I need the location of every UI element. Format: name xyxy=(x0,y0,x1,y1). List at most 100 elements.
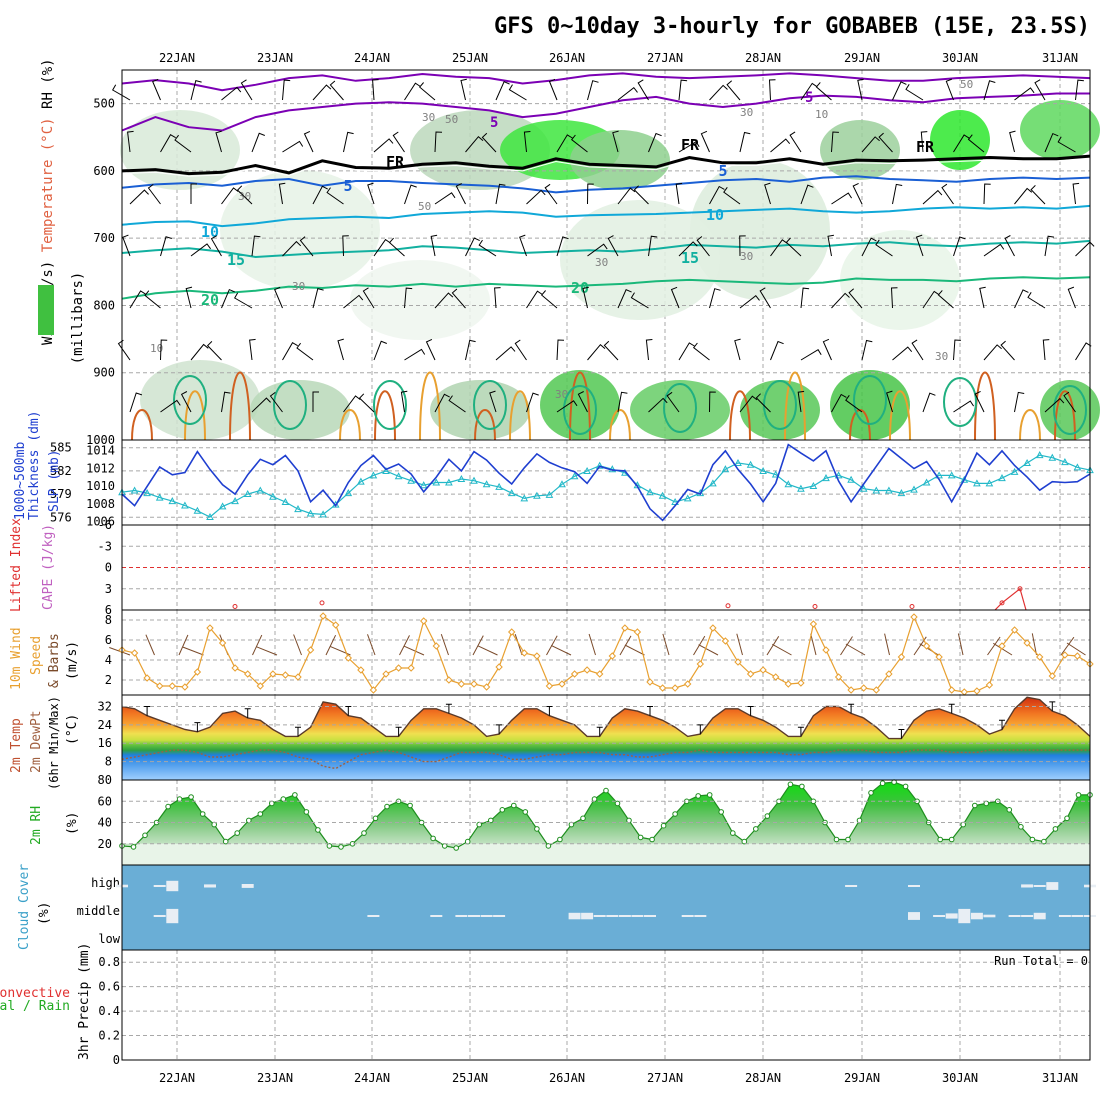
wind-barb xyxy=(1063,391,1076,413)
upper-air-ylabel-part: RH (%) xyxy=(40,58,56,117)
warm-temp-contour xyxy=(339,409,361,441)
wind-barb xyxy=(251,235,261,257)
rh-marker xyxy=(672,811,678,817)
wind-barb xyxy=(514,339,527,361)
wind-barb xyxy=(937,290,954,309)
wind-barb xyxy=(282,140,304,153)
rh-marker xyxy=(753,826,759,832)
freezing-level-inner-line xyxy=(121,158,1091,177)
wind-barb xyxy=(434,131,443,153)
rh-contour-region xyxy=(930,110,990,170)
temp-minmax-whisker xyxy=(445,703,452,714)
wind-speed-marker xyxy=(595,670,604,678)
surface-wind-barb xyxy=(367,634,376,656)
wind-speed-marker xyxy=(1010,626,1019,634)
wind-barb xyxy=(861,136,880,153)
wind-barb xyxy=(372,79,379,101)
wind-barb xyxy=(174,134,192,153)
thickness-label-1: 1000~500mb xyxy=(13,442,28,520)
slp-marker xyxy=(319,510,327,518)
wind-barb xyxy=(700,130,710,153)
cloud-bar-high xyxy=(1046,882,1059,890)
rh-contour-label: 50 xyxy=(445,113,458,126)
surface-wind-barb xyxy=(772,643,792,656)
wind-barb xyxy=(692,342,710,361)
wind-barb xyxy=(587,343,606,361)
wind-barb xyxy=(770,138,791,153)
slp-marker xyxy=(407,476,415,484)
wind-barb xyxy=(392,131,405,153)
warm-temp-contour xyxy=(419,371,441,441)
wind-speed-marker xyxy=(746,670,755,678)
wind-barb xyxy=(696,236,710,257)
rh-marker xyxy=(1052,826,1059,832)
rh-contour-region xyxy=(560,200,720,320)
wind-barb xyxy=(312,185,328,205)
temp-minmax-whisker xyxy=(596,726,603,737)
rh-marker xyxy=(787,781,794,788)
rh-marker xyxy=(326,843,333,849)
rh-marker xyxy=(637,834,644,841)
warm-temp-contour xyxy=(974,371,996,441)
wind-frame xyxy=(121,609,1091,696)
rh-marker xyxy=(292,792,298,798)
cloud-bar-middle xyxy=(1071,915,1084,917)
cloud-bar-middle xyxy=(493,915,506,917)
wind-speed-marker xyxy=(382,670,390,678)
cloud-bar-middle xyxy=(933,915,946,917)
rh-marker xyxy=(384,803,390,810)
rh-marker xyxy=(764,813,771,819)
wind-barb xyxy=(587,80,599,101)
top-day-label: 31JAN xyxy=(1042,51,1078,65)
wind-barb xyxy=(303,130,314,153)
slp-marker xyxy=(256,486,265,494)
wind-barb xyxy=(556,339,565,361)
wind-barb xyxy=(312,84,332,101)
li-marker xyxy=(232,603,238,609)
rh-marker xyxy=(338,844,344,850)
temp-contour-5-line xyxy=(121,175,1091,194)
wind-barb xyxy=(215,130,222,153)
wind-speed-marker xyxy=(181,683,189,691)
wind-barb xyxy=(343,294,364,309)
wind-barb xyxy=(892,81,907,101)
slp-marker xyxy=(797,484,805,492)
li-tick-label: -3 xyxy=(98,539,112,553)
temp-tick-label: 16 xyxy=(98,736,112,750)
wind-label-1: 10m Wind xyxy=(9,627,24,690)
wind-barb xyxy=(221,288,235,309)
slp-marker xyxy=(960,475,969,483)
wind-speed-marker xyxy=(885,670,893,678)
rh-marker xyxy=(1075,792,1082,798)
wind-barb xyxy=(764,182,771,205)
slp-marker xyxy=(809,481,818,489)
rh-marker xyxy=(315,827,321,833)
cloud-bar-high xyxy=(1021,884,1034,888)
wind-barb xyxy=(210,235,222,257)
slp-marker xyxy=(935,471,943,479)
wind-speed-marker xyxy=(570,670,579,678)
wind-barb xyxy=(675,182,683,205)
warm-temp-contour xyxy=(1019,409,1041,441)
slp-marker xyxy=(1010,467,1019,475)
rh-marker xyxy=(706,792,713,798)
rh-marker xyxy=(1064,815,1070,822)
bottom-day-label: 31JAN xyxy=(1042,1071,1078,1085)
slp-marker xyxy=(595,461,604,469)
wind-speed-marker xyxy=(143,674,151,682)
wind-speed-marker xyxy=(533,652,541,660)
temp-contour-label: 15 xyxy=(227,251,245,269)
wind-barb xyxy=(789,131,802,153)
rh-marker xyxy=(188,794,194,800)
li-marker xyxy=(999,600,1005,606)
slp-marker xyxy=(269,492,277,500)
slp-marker xyxy=(155,493,164,501)
rh-contour-label: 30 xyxy=(935,350,948,363)
rh-legend-swatch xyxy=(38,285,54,335)
wind-speed-marker xyxy=(344,654,353,662)
slp-marker xyxy=(533,491,541,499)
wind-barb xyxy=(495,81,510,101)
warm-temp-contour xyxy=(569,371,591,441)
rh-high-contour xyxy=(373,380,407,430)
wind-speed-marker xyxy=(155,682,164,690)
